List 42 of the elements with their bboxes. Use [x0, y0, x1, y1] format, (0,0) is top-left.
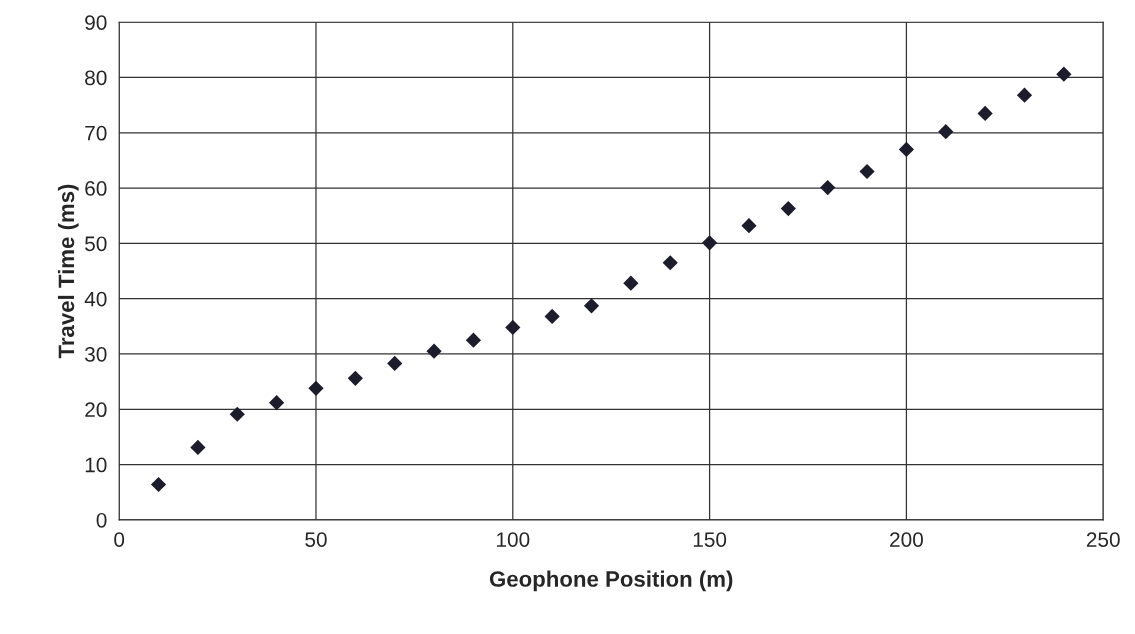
y-tick-label: 60 — [85, 181, 107, 196]
point — [780, 200, 796, 217]
x-tick-label: 100 — [497, 532, 530, 547]
x-tick-label: 250 — [1086, 532, 1120, 547]
point — [1056, 66, 1072, 82]
point — [347, 370, 363, 386]
point — [898, 141, 915, 157]
point — [150, 476, 167, 493]
y-tick-label: 50 — [85, 236, 107, 252]
y-tick-label: 80 — [85, 70, 107, 86]
x-tick-label: 0 — [114, 532, 125, 547]
y-tick-label: 20 — [85, 402, 107, 418]
point — [1016, 87, 1033, 103]
point — [308, 380, 324, 396]
point — [229, 406, 245, 422]
x-axis-title: Geophone Position (m) — [489, 570, 733, 592]
y-tick-label: 90 — [85, 15, 107, 30]
point — [583, 298, 600, 314]
point — [701, 235, 718, 251]
point — [387, 355, 403, 371]
point — [190, 439, 206, 456]
point — [938, 124, 954, 140]
x-tick-label: 150 — [693, 532, 727, 547]
point — [426, 343, 442, 359]
point — [623, 275, 639, 291]
x-tick-label: 200 — [890, 532, 923, 547]
y-tick-label: 10 — [85, 457, 107, 473]
point — [662, 255, 678, 271]
point — [977, 105, 993, 122]
point — [269, 395, 285, 411]
y-axis-title: Travel Time (ms) — [57, 184, 79, 359]
point — [741, 218, 757, 234]
point — [544, 308, 560, 324]
x-tick-label: 50 — [305, 532, 327, 547]
y-tick-label: 0 — [96, 512, 107, 528]
y-tick-label: 30 — [84, 346, 107, 362]
point — [505, 319, 521, 336]
point — [820, 179, 836, 196]
point — [465, 332, 482, 348]
point — [859, 163, 875, 180]
y-tick-label: 40 — [84, 291, 107, 307]
y-tick-label: 70 — [85, 125, 107, 141]
